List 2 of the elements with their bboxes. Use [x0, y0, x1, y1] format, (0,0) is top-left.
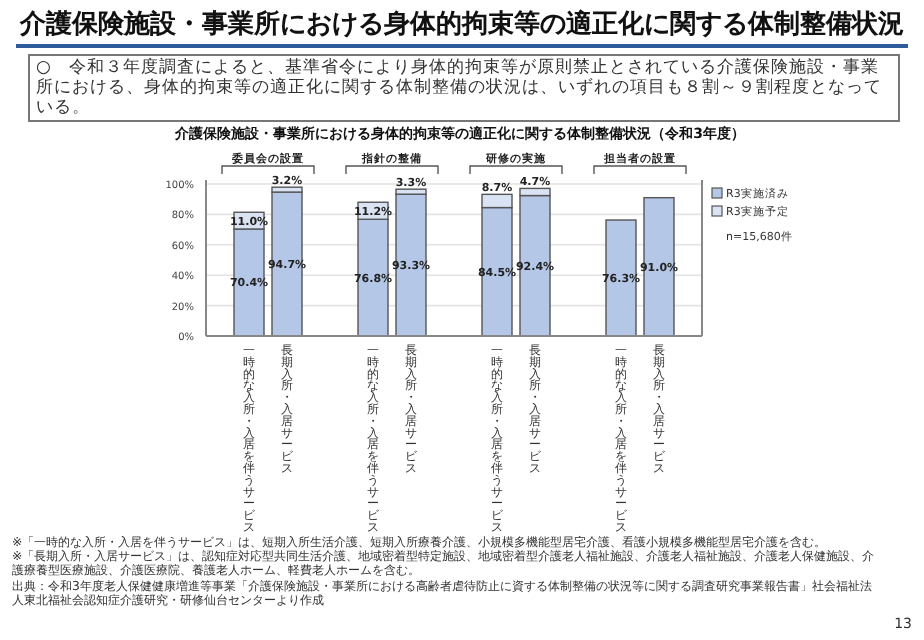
- summary: ○ 令和３年度調査によると、基準省令により身体的拘束等が原則禁止とされている介護保険施設・事業所における、身体的拘束等の適正化に関する体制整備の状況は、いずれの項目も８割～９割程度となっている。: [28, 54, 900, 122]
- title: 介護保険施設・事業所における身体的拘束等の適正化に関する体制整備状況: [17, 7, 906, 42]
